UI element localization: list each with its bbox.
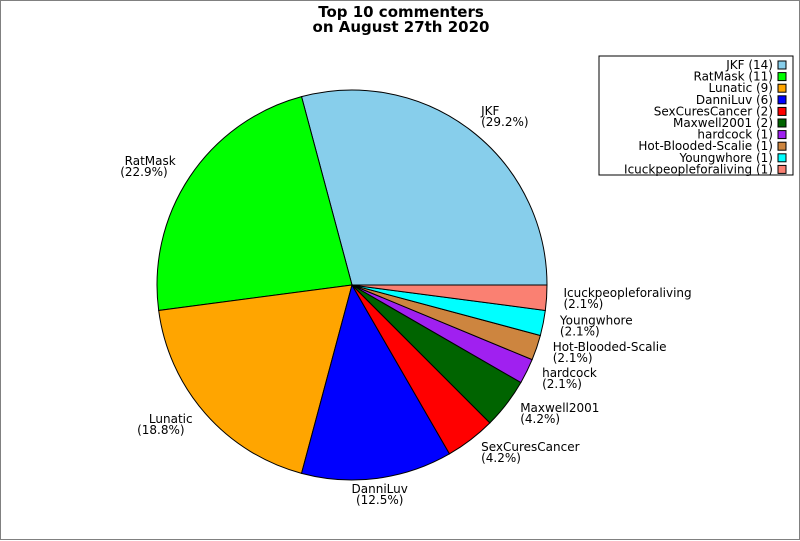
legend-label: SexCuresCancer (2): [654, 104, 773, 118]
legend-swatch: [777, 95, 787, 105]
legend-swatch: [777, 130, 787, 140]
slice-label-name: DanniLuv: [352, 482, 408, 496]
slice-label-percent: (2.1%): [542, 377, 582, 391]
legend-swatch: [777, 141, 787, 151]
legend-label: Youngwhore (1): [678, 151, 773, 165]
slice-label-hardcock: hardcock (2.1%): [542, 366, 597, 391]
slice-label-jkf: JKF (29.2%): [480, 104, 528, 129]
slice-label-danniluv: DanniLuv (12.5%): [352, 482, 408, 507]
slice-label-percent: (2.1%): [564, 297, 604, 311]
slice-label-name: hardcock: [542, 366, 597, 380]
legend-swatch: [777, 118, 787, 128]
slice-label-percent: (22.9%): [120, 165, 167, 179]
legend-label: JKF (14): [725, 58, 773, 72]
slice-label-percent: (12.5%): [356, 493, 403, 507]
slice-label-name: JKF: [480, 104, 499, 118]
slice-label-ratmask: RatMask (22.9%): [120, 154, 176, 179]
legend-label: Hot-Blooded-Scalie (1): [638, 139, 773, 153]
legend-label: RatMask (11): [694, 70, 774, 84]
slice-label-youngwhore: Youngwhore (2.1%): [559, 313, 633, 338]
legend-swatch: [777, 164, 787, 174]
slice-label-name: SexCuresCancer: [481, 440, 579, 454]
chart-title-line: on August 27th 2020: [313, 18, 490, 36]
legend-box: [598, 55, 794, 176]
pie-slices: [156, 89, 548, 481]
slice-label-percent: (2.1%): [553, 351, 593, 365]
slice-label-percent: (29.2%): [481, 115, 528, 129]
pie-slice-danniluv: [300, 283, 451, 481]
slice-label-sexcurescancer: SexCuresCancer (4.2%): [481, 440, 579, 465]
pie-slice-jkf: [300, 89, 548, 286]
slice-label-name: Icuckpeopleforaliving: [564, 286, 692, 300]
pie-slice-ratmask: [156, 96, 353, 312]
slice-label-name: RatMask: [125, 154, 176, 168]
slice-labels: JKF (29.2%) RatMask (22.9%) Lunatic (18.8%) Da…: [120, 104, 691, 507]
slice-label-name: Lunatic: [149, 412, 193, 426]
slice-label-percent: (18.8%): [137, 423, 184, 437]
pie-slice-lunatic: [158, 284, 353, 474]
slice-label-hot-blooded-scalie: Hot-Blooded-Scalie (2.1%): [553, 340, 667, 365]
chart-title-line: Top 10 commenters: [318, 3, 484, 21]
legend: JKF (14)RatMask (11)Lunatic (9)DanniLuv …: [598, 55, 794, 176]
legend-label: DanniLuv (6): [696, 93, 773, 107]
legend-swatch: [777, 106, 787, 116]
legend-swatch: [777, 60, 787, 70]
legend-swatch: [777, 83, 787, 93]
chart-title: Top 10 commenters on August 27th 2020: [313, 3, 490, 36]
slice-label-percent: (4.2%): [481, 451, 521, 465]
slice-label-name: Youngwhore: [559, 313, 633, 327]
slice-label-name: Maxwell2001: [520, 401, 599, 415]
legend-swatch: [777, 72, 787, 82]
legend-label: Icuckpeopleforaliving (1): [624, 162, 773, 176]
slice-label-percent: (2.1%): [560, 324, 600, 338]
legend-items: JKF (14)RatMask (11)Lunatic (9)DanniLuv …: [624, 58, 787, 176]
pie-slice-icuckpeopleforaliving: [351, 284, 548, 312]
legend-label: hardcock (1): [697, 128, 773, 142]
slice-label-name: Hot-Blooded-Scalie: [553, 340, 667, 354]
slice-label-percent: (4.2%): [520, 412, 560, 426]
slice-label-maxwell2001: Maxwell2001 (4.2%): [520, 401, 599, 426]
legend-swatch: [777, 153, 787, 163]
legend-label: Maxwell2001 (2): [673, 116, 773, 130]
legend-label: Lunatic (9): [709, 81, 774, 95]
slice-label-icuckpeopleforaliving: Icuckpeopleforaliving (2.1%): [564, 286, 692, 311]
slice-label-lunatic: Lunatic (18.8%): [137, 412, 192, 437]
